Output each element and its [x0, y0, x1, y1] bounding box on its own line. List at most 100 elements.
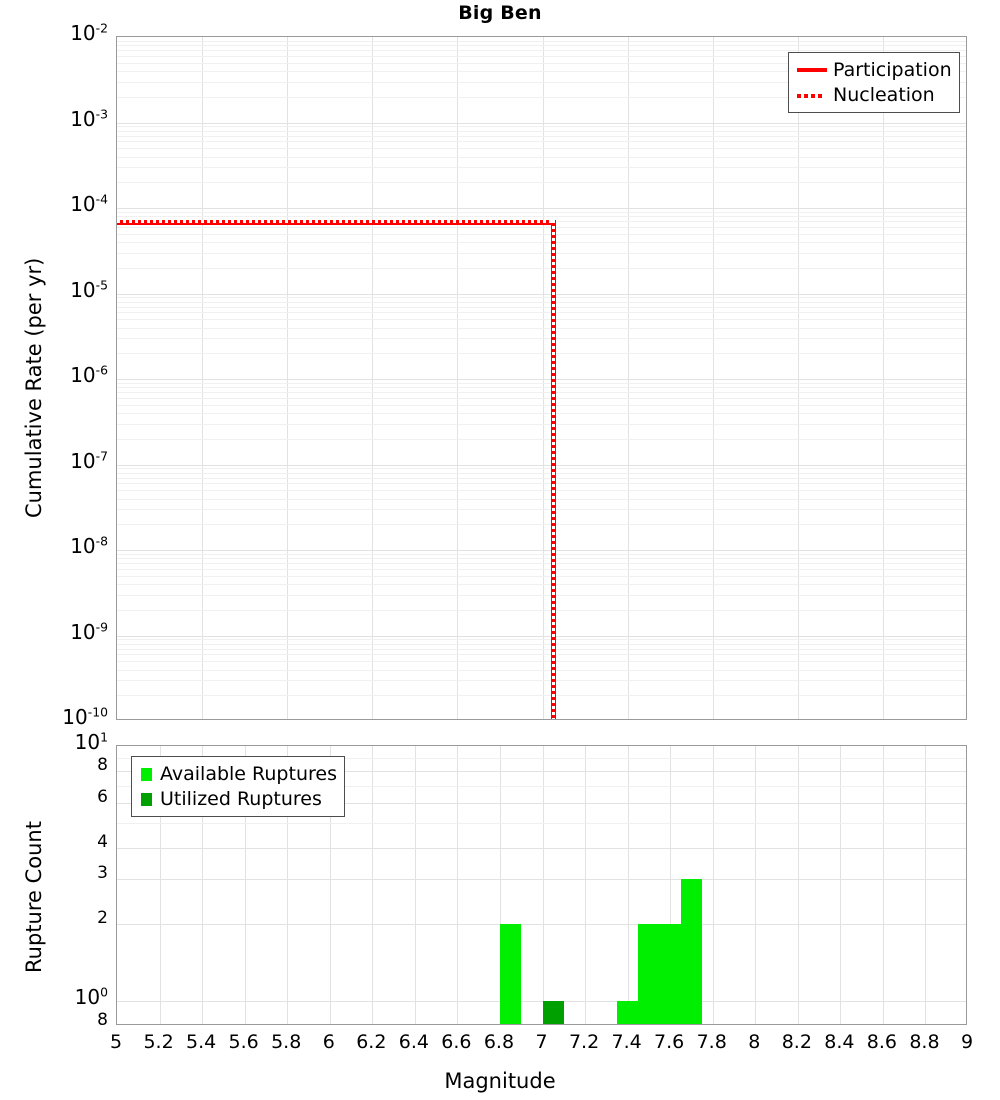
top-panel-legend: Participation Nucleation [788, 52, 960, 113]
gridline-horizontal-minor [117, 130, 966, 132]
gridline-horizontal-minor [117, 477, 966, 479]
x-tick-label: 8.4 [824, 1031, 855, 1053]
gridline-horizontal-minor [117, 301, 966, 303]
x-tick-label: 5.2 [143, 1031, 174, 1053]
color-swatch [141, 767, 152, 781]
x-tick-label: 7.4 [611, 1031, 642, 1053]
gridline-horizontal-minor [117, 96, 966, 98]
gridline-horizontal-minor [117, 252, 966, 254]
gridline-vertical [287, 746, 289, 1024]
gridline-horizontal-minor [117, 81, 966, 83]
rupture-count-bar [499, 924, 522, 1024]
x-tick-label: 8.8 [909, 1031, 940, 1053]
bottom-panel-y-axis-label: Rupture Count [22, 821, 46, 973]
gridline-horizontal-minor [117, 584, 966, 586]
gridline-horizontal-minor [117, 327, 966, 329]
y-tick-label-cumulative-rate: 10-10 [62, 704, 108, 729]
y-tick-label-rupture-count: 100 [74, 984, 108, 1010]
gridline-horizontal-major [117, 379, 966, 380]
gridline-vertical [712, 37, 714, 719]
legend-item[interactable]: Nucleation [795, 82, 952, 107]
gridline-vertical [627, 37, 629, 719]
legend-item[interactable]: Participation [795, 57, 952, 82]
solid-line-icon [795, 61, 829, 79]
x-tick-label: 7.8 [696, 1031, 727, 1053]
gridline-horizontal-minor [117, 438, 966, 440]
x-tick-label: 5.6 [228, 1031, 259, 1053]
gridline-horizontal-minor [117, 413, 966, 415]
gridline-horizontal-minor [117, 392, 966, 394]
x-tick-label: 6.4 [398, 1031, 429, 1053]
rupture-count-bar [542, 1001, 564, 1024]
gridline-horizontal-minor [117, 785, 966, 787]
gridline-horizontal-minor [117, 126, 966, 128]
gridline-horizontal [117, 924, 966, 926]
gridline-vertical [202, 37, 204, 719]
cumulative-rate-plot [116, 36, 967, 720]
gridline-horizontal-minor [117, 468, 966, 470]
gridline-horizontal-minor [117, 822, 966, 824]
gridline-vertical [840, 746, 842, 1024]
bottom-panel-legend: Available Ruptures Utilized Ruptures [131, 756, 345, 817]
gridline-vertical [414, 746, 416, 1024]
legend-item[interactable]: Available Ruptures [138, 761, 337, 786]
legend-label: Available Ruptures [160, 762, 337, 785]
gridline-vertical [797, 37, 799, 719]
y-tick-label-rupture-count: 8 [97, 1010, 108, 1030]
gridline-vertical [457, 746, 459, 1024]
gridline-horizontal-minor [117, 397, 966, 399]
y-tick-label-cumulative-rate: 10-8 [70, 533, 108, 558]
y-tick-label-rupture-count: 101 [74, 729, 108, 754]
gridline-horizontal-minor [117, 669, 966, 671]
gridline-horizontal-minor [117, 141, 966, 143]
gridline-horizontal-minor [117, 609, 966, 611]
gridline-vertical [372, 746, 374, 1024]
gridline-horizontal [117, 802, 966, 804]
gridline-horizontal-minor [117, 353, 966, 355]
gridline-horizontal-minor [117, 558, 966, 560]
gridline-horizontal-minor [117, 472, 966, 474]
legend-label: Nucleation [833, 83, 935, 106]
gridline-horizontal [117, 1001, 966, 1003]
x-tick-label: 5.4 [185, 1031, 217, 1053]
gridline-horizontal-minor [117, 45, 966, 47]
gridline-horizontal-minor [117, 498, 966, 500]
gridline-vertical [882, 37, 884, 719]
gridline-horizontal-minor [117, 135, 966, 137]
gridline-vertical [244, 746, 246, 1024]
legend-item[interactable]: Utilized Ruptures [138, 786, 337, 811]
gridline-horizontal-minor [117, 509, 966, 511]
gridline-horizontal-minor [117, 242, 966, 244]
gridline-horizontal-minor [117, 233, 966, 235]
gridline-vertical [925, 746, 927, 1024]
color-swatch-icon [138, 765, 156, 783]
gridline-horizontal-minor [117, 297, 966, 299]
gridline-vertical [627, 746, 629, 1024]
gridline-vertical [287, 37, 289, 719]
gridline-horizontal-major [117, 208, 966, 209]
gridline-vertical [755, 746, 757, 1024]
gridline-horizontal-minor [117, 594, 966, 596]
gridline-horizontal-major [117, 293, 966, 295]
gridline-horizontal-major [117, 550, 966, 551]
gridline-vertical [882, 746, 884, 1024]
gridline-vertical [457, 37, 459, 719]
gridline-vertical [542, 37, 544, 719]
y-tick-label-cumulative-rate: 10-4 [70, 191, 108, 216]
gridline-horizontal-minor [117, 757, 966, 759]
gridline-horizontal [117, 770, 966, 772]
gridline-horizontal-minor [117, 338, 966, 340]
gridline-horizontal-minor [117, 490, 966, 492]
x-tick-label: 8.6 [866, 1031, 897, 1053]
gridline-horizontal-minor [117, 404, 966, 406]
gridline-horizontal-minor [117, 306, 966, 308]
x-tick-label: 7.2 [568, 1031, 600, 1053]
gridline-vertical [797, 746, 799, 1024]
gridline-horizontal-minor [117, 382, 966, 384]
gridline-vertical [712, 746, 714, 1024]
gridline-horizontal-minor [117, 211, 966, 213]
x-tick-label: 8.2 [781, 1031, 812, 1053]
gridline-horizontal-minor [117, 648, 966, 650]
y-tick-label-rupture-count: 8 [97, 754, 108, 775]
